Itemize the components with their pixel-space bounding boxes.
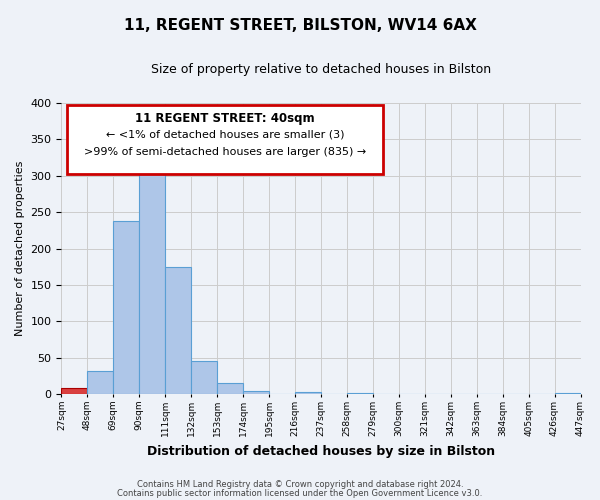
Text: 11 REGENT STREET: 40sqm: 11 REGENT STREET: 40sqm xyxy=(135,112,315,125)
X-axis label: Distribution of detached houses by size in Bilston: Distribution of detached houses by size … xyxy=(147,444,495,458)
Text: >99% of semi-detached houses are larger (835) →: >99% of semi-detached houses are larger … xyxy=(84,146,366,156)
Text: ← <1% of detached houses are smaller (3): ← <1% of detached houses are smaller (3) xyxy=(106,130,344,140)
Bar xyxy=(191,362,217,394)
Title: Size of property relative to detached houses in Bilston: Size of property relative to detached ho… xyxy=(151,62,491,76)
Bar xyxy=(139,162,165,394)
Bar xyxy=(295,392,321,394)
Bar xyxy=(61,388,88,394)
Y-axis label: Number of detached properties: Number of detached properties xyxy=(15,161,25,336)
Text: Contains HM Land Registry data © Crown copyright and database right 2024.: Contains HM Land Registry data © Crown c… xyxy=(137,480,463,489)
Bar xyxy=(88,371,113,394)
Bar xyxy=(113,221,139,394)
Bar xyxy=(347,393,373,394)
Bar xyxy=(243,390,269,394)
Text: 11, REGENT STREET, BILSTON, WV14 6AX: 11, REGENT STREET, BILSTON, WV14 6AX xyxy=(124,18,476,32)
Bar xyxy=(217,382,243,394)
Text: Contains public sector information licensed under the Open Government Licence v3: Contains public sector information licen… xyxy=(118,488,482,498)
Bar xyxy=(554,393,581,394)
FancyBboxPatch shape xyxy=(67,104,383,174)
Bar xyxy=(165,267,191,394)
